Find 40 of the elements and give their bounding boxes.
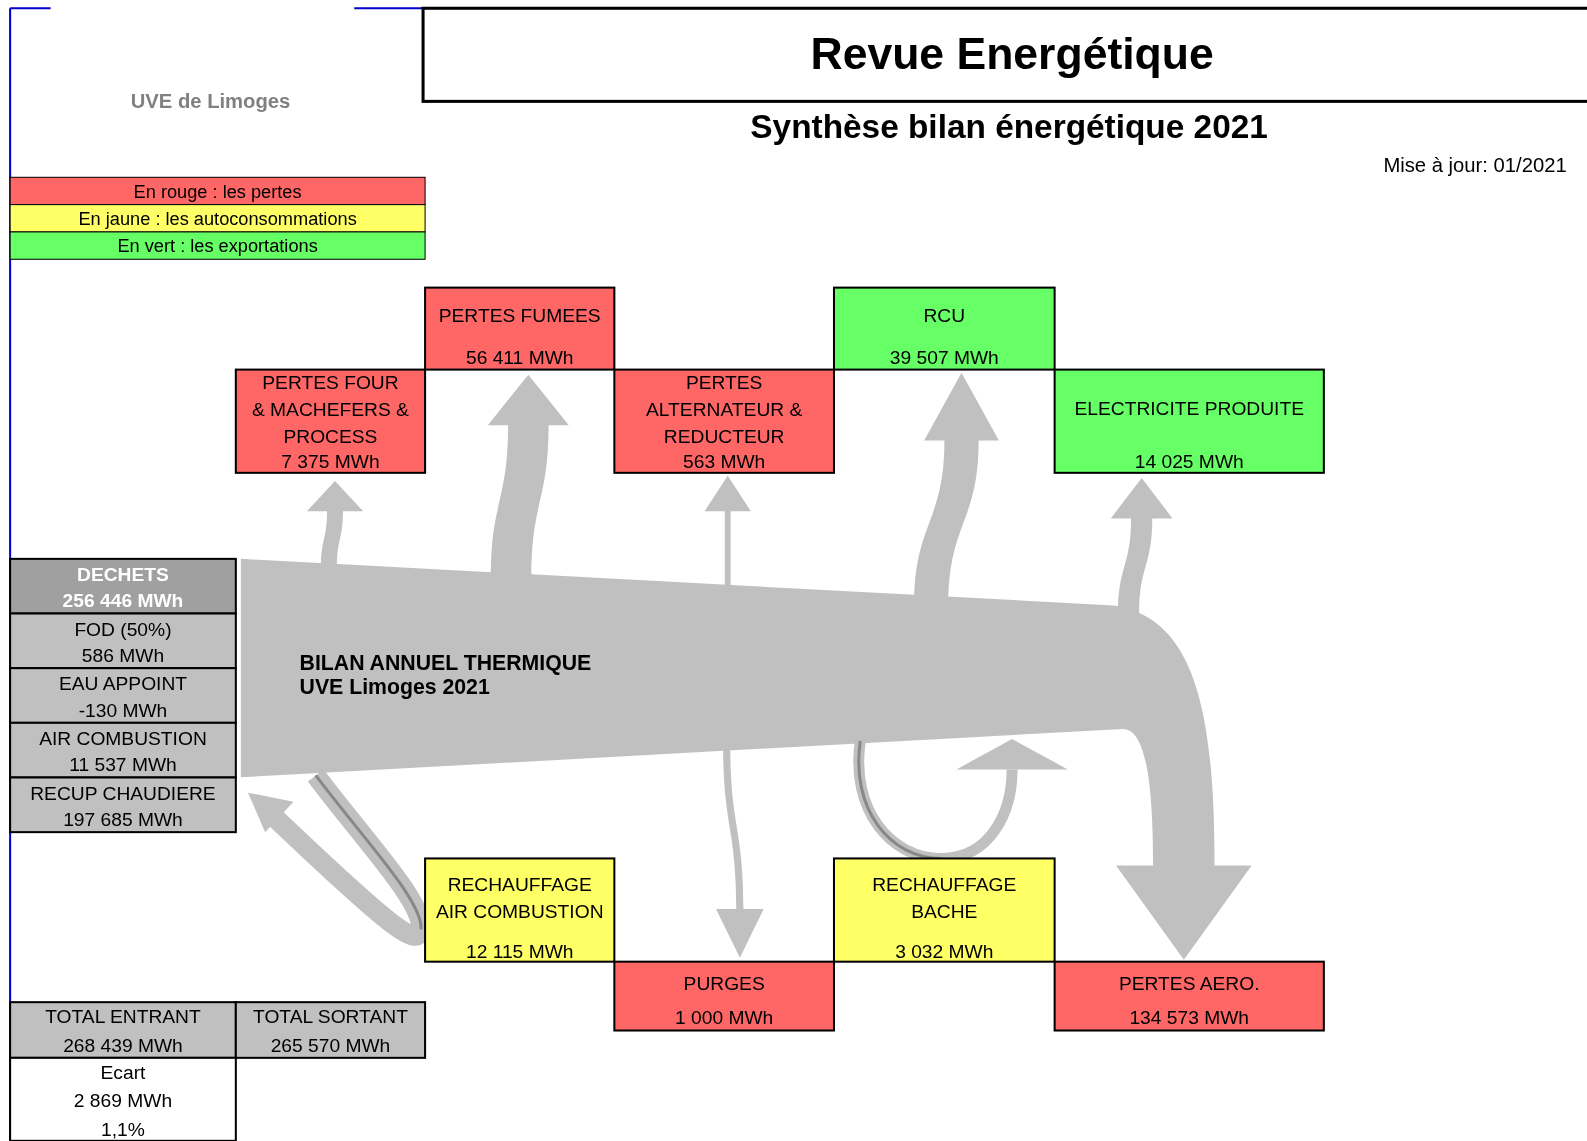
text: Ecart 2 869 MWh 1,1%	[73, 1062, 173, 1140]
text: TOTAL SORTANT 265 570 MWh	[253, 1006, 409, 1056]
data-label: 1 000 MWh	[675, 1007, 774, 1029]
data-label: 3 032 MWh	[895, 940, 994, 962]
text: TOTAL ENTRANT 268 439 MWh	[45, 1006, 201, 1056]
data-label: 256 446 MWh	[62, 590, 184, 612]
category-label: ELECTRICITE PRODUITE	[1074, 398, 1305, 420]
text: UVE de Limoges	[130, 90, 291, 113]
text: En rouge : les pertes	[133, 181, 302, 202]
data-label: 39 507 MWh	[889, 346, 999, 368]
data-label: 197 685 MWh	[63, 809, 183, 831]
category-label: AIR COMBUSTION	[39, 728, 207, 750]
data-label: 134 573 MWh	[1129, 1007, 1250, 1029]
data-label: 14 025 MWh	[1134, 450, 1244, 472]
data-label: 563 MWh	[683, 450, 766, 472]
data-label: 12 115 MWh	[465, 940, 574, 962]
text: Synthèse bilan énergétique 2021	[750, 107, 1268, 145]
category-label: PERTES AERO.	[1118, 973, 1260, 995]
text: Revue Energétique	[810, 29, 1214, 78]
category-label: PERTES FOUR & MACHEFERS & PROCESS	[251, 371, 410, 448]
category-label: PERTES FUMEES	[438, 305, 601, 327]
category-label: RCU	[923, 305, 966, 327]
data-label: -130 MWh	[78, 699, 168, 721]
category-label: RECHAUFFAGE BACHE	[872, 873, 1017, 923]
category-label: EAU APPOINT	[58, 673, 188, 695]
text: BILAN ANNUEL THERMIQUE	[299, 651, 592, 676]
text: En vert : les exportations	[117, 236, 318, 257]
category-label: PERTES ALTERNATEUR & REDUCTEUR	[646, 371, 803, 448]
category-label: PURGES	[683, 973, 765, 995]
data-label: 11 537 MWh	[69, 754, 177, 776]
category-label: RECUP CHAUDIERE	[30, 782, 216, 804]
category-label: FOD (50%)	[74, 618, 172, 640]
category-label: RECHAUFFAGE AIR COMBUSTION	[435, 873, 604, 923]
text: UVE Limoges 2021	[299, 675, 490, 700]
data-label: 7 375 MWh	[281, 450, 380, 472]
data-label: 586 MWh	[81, 645, 165, 667]
category-label: DECHETS	[77, 564, 170, 586]
text: Mise à jour: 01/2021	[1383, 154, 1567, 177]
text: En jaune : les autoconsommations	[78, 208, 357, 229]
data-label: 56 411 MWh	[465, 346, 574, 368]
